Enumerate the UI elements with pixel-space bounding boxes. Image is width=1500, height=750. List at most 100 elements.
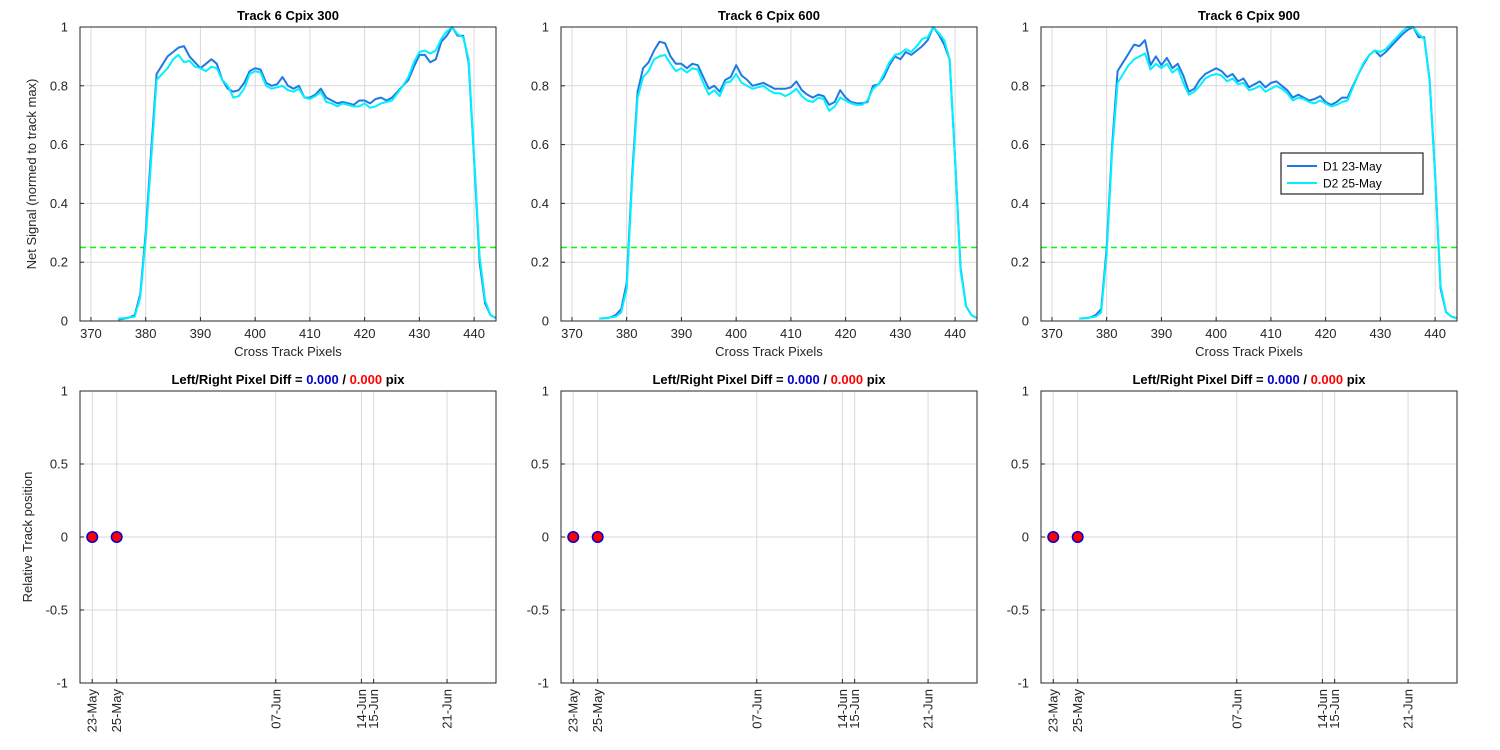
x-tick-label: 07-Jun	[1229, 689, 1244, 729]
axes-frame	[1040, 390, 1458, 684]
axes-frame	[79, 390, 497, 684]
y-tick-label: -0.5	[527, 603, 549, 618]
y-tick-label: 0	[542, 530, 549, 545]
x-tick-label: 420	[1315, 326, 1337, 341]
y-tick-label: 0.6	[50, 137, 68, 152]
signal-panel-3: 370 380 390 400 410 420 430 440 0 0.2 0.4 0.6 0.8 1 Tr…	[1011, 8, 1458, 359]
y-tick-label: 0.5	[50, 457, 68, 472]
title-suffix: pix	[1343, 372, 1366, 387]
right-position-point	[1048, 532, 1058, 542]
right-position-point	[87, 532, 97, 542]
title-prefix: Left/Right Pixel Diff =	[652, 372, 787, 387]
y-tick-label: 0	[1022, 530, 1029, 545]
y-tick-label: 0	[61, 530, 68, 545]
x-tick-label: 440	[463, 326, 485, 341]
x-tick-label: 430	[890, 326, 912, 341]
left-diff-value: 0.000	[787, 372, 820, 387]
x-tick-label: 21-Jun	[1401, 689, 1416, 729]
x-tick-label: 23-May	[1046, 689, 1061, 733]
y-tick-label: 0.5	[531, 457, 549, 472]
x-tick-label: 21-Jun	[921, 689, 936, 729]
x-tick-label: 390	[1151, 326, 1173, 341]
y-tick-label: 0.4	[1011, 196, 1029, 211]
x-tick-label: 21-Jun	[440, 689, 455, 729]
x-tick-label: 23-May	[566, 689, 581, 733]
x-tick-label: 400	[244, 326, 266, 341]
x-tick-label: 410	[780, 326, 802, 341]
x-axis-label: Cross Track Pixels	[715, 344, 823, 359]
y-tick-label: 1	[542, 20, 549, 35]
y-tick-label: 0.2	[50, 255, 68, 270]
series-line-d2	[118, 26, 497, 320]
x-tick-label: 440	[1424, 326, 1446, 341]
x-tick-label: 380	[135, 326, 157, 341]
axes-frame	[560, 26, 978, 322]
x-tick-label: 14-Jun	[354, 689, 369, 729]
y-tick-label: -0.5	[46, 603, 68, 618]
right-diff-value: 0.000	[350, 372, 383, 387]
x-tick-label: 370	[1041, 326, 1063, 341]
plot-area	[561, 27, 977, 321]
y-tick-label: 1	[1022, 384, 1029, 399]
series-line-d2	[599, 26, 978, 320]
x-tick-label: 15-Jun	[1327, 689, 1342, 729]
x-tick-label: 370	[561, 326, 583, 341]
x-tick-label: 420	[354, 326, 376, 341]
y-axis-label: Relative Track position	[20, 472, 35, 603]
panel-title: Left/Right Pixel Diff = 0.000 / 0.000 pi…	[652, 372, 886, 387]
x-tick-label: 390	[190, 326, 212, 341]
x-tick-label: 25-May	[109, 689, 124, 733]
x-tick-label: 15-Jun	[366, 689, 381, 729]
y-tick-label: 0.2	[1011, 255, 1029, 270]
x-tick-label: 410	[299, 326, 321, 341]
panel-title: Left/Right Pixel Diff = 0.000 / 0.000 pi…	[1132, 372, 1366, 387]
y-tick-label: 0.4	[50, 196, 68, 211]
x-tick-label: 440	[944, 326, 966, 341]
title-prefix: Left/Right Pixel Diff =	[171, 372, 306, 387]
x-tick-label: 400	[725, 326, 747, 341]
y-tick-label: 0.6	[1011, 137, 1029, 152]
panel-title: Track 6 Cpix 600	[718, 8, 820, 23]
y-tick-label: 1	[542, 384, 549, 399]
panel-title: Track 6 Cpix 900	[1198, 8, 1300, 23]
x-tick-label: 430	[1370, 326, 1392, 341]
x-tick-label: 25-May	[590, 689, 605, 733]
y-tick-label: -0.5	[1007, 603, 1029, 618]
x-tick-label: 380	[616, 326, 638, 341]
x-axis-label: Cross Track Pixels	[234, 344, 342, 359]
y-tick-label: 0	[1022, 314, 1029, 329]
y-tick-label: -1	[56, 676, 68, 691]
signal-panel-2: 370 380 390 400 410 420 430 440 0 0.2 0.4 0.6 0.8 1 Tr…	[531, 8, 978, 359]
x-tick-label: 25-May	[1070, 689, 1085, 733]
y-tick-label: 0.5	[1011, 457, 1029, 472]
y-tick-label: -1	[537, 676, 549, 691]
x-tick-label: 430	[409, 326, 431, 341]
x-tick-label: 370	[80, 326, 102, 341]
x-tick-label: 14-Jun	[835, 689, 850, 729]
x-tick-label: 380	[1096, 326, 1118, 341]
y-tick-label: 0.4	[531, 196, 549, 211]
y-axis-label: Net Signal (normed to track max)	[24, 79, 39, 270]
legend-label-d1: D1 23-May	[1323, 160, 1382, 174]
left-diff-value: 0.000	[1267, 372, 1300, 387]
y-tick-label: 1	[61, 20, 68, 35]
title-separator: /	[820, 372, 831, 387]
left-diff-value: 0.000	[306, 372, 339, 387]
title-separator: /	[339, 372, 350, 387]
right-position-point	[112, 532, 122, 542]
series-line-d1	[599, 26, 978, 320]
title-suffix: pix	[382, 372, 405, 387]
y-tick-label: 0.8	[531, 78, 549, 93]
series-line-d1	[1079, 26, 1458, 320]
right-position-point	[1073, 532, 1083, 542]
y-tick-label: 1	[1022, 20, 1029, 35]
x-tick-label: 410	[1260, 326, 1282, 341]
title-prefix: Left/Right Pixel Diff =	[1132, 372, 1267, 387]
right-position-point	[568, 532, 578, 542]
x-axis-label: Cross Track Pixels	[1195, 344, 1303, 359]
signal-panel-1: 370 380 390 400 410 420 430 440 0 0.2 0.4 0.6 0.8 1 Tr…	[24, 8, 497, 359]
legend-label-d2: D2 25-May	[1323, 177, 1382, 191]
